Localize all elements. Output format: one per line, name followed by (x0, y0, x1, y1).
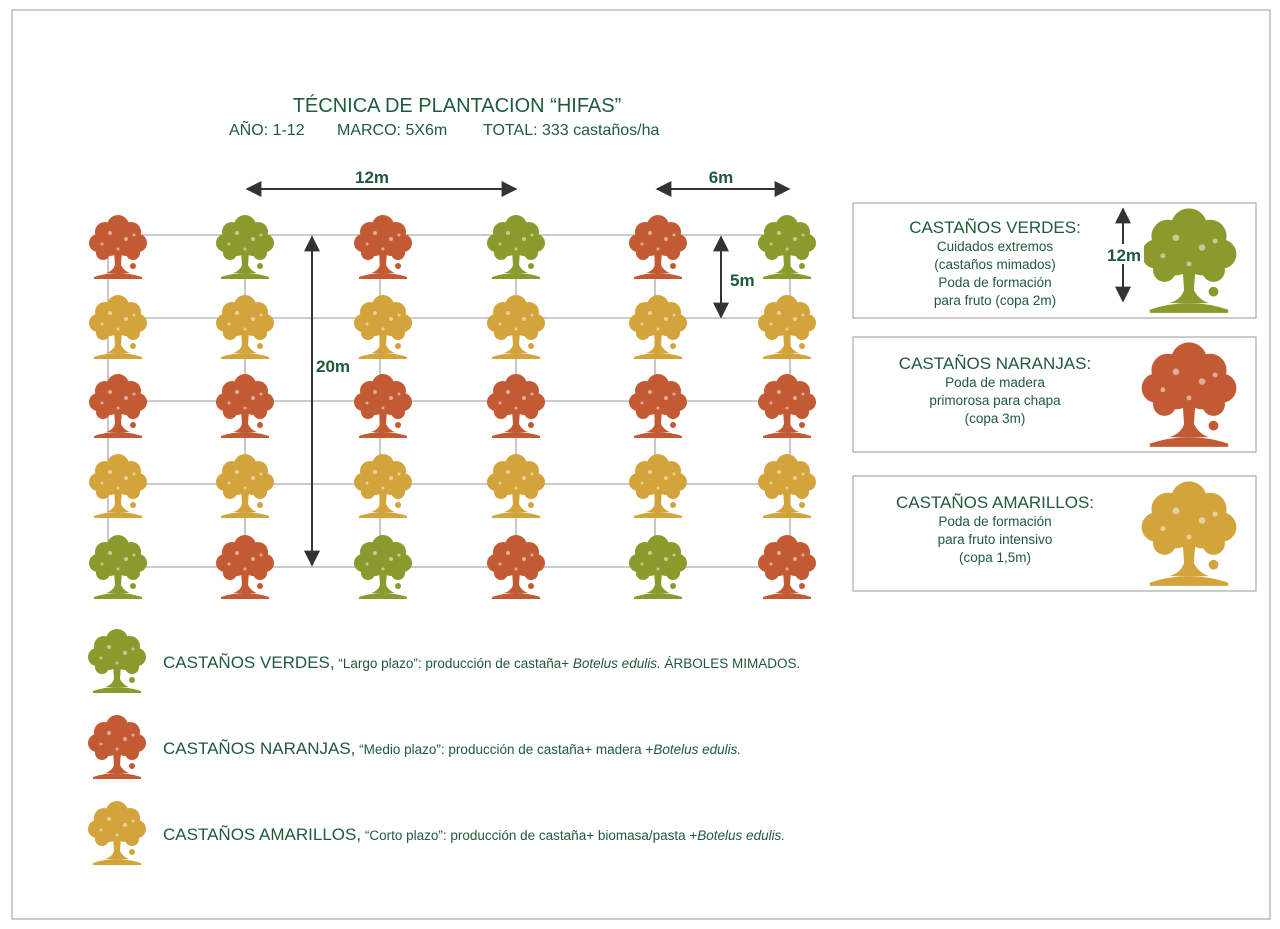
card-title: CASTAÑOS NARANJAS: (899, 354, 1091, 373)
subtitle-total: TOTAL: 333 castaños/ha (483, 122, 660, 139)
tree-icon (89, 374, 147, 438)
tree-icon (88, 801, 146, 865)
tree-icon (758, 535, 816, 599)
tree-icon (629, 535, 687, 599)
tree-icon (216, 215, 274, 279)
planting-grid (107, 234, 791, 568)
tree-icon (487, 454, 545, 518)
cards: CASTAÑOS VERDES: Cuidados extremos (castañ… (852, 202, 1257, 592)
dimension-arrows (245, 181, 791, 567)
tree-icon (354, 215, 412, 279)
tree-icon (487, 295, 545, 359)
label-bg (1104, 244, 1144, 264)
card-line: Poda de formación (938, 275, 1051, 290)
card-line: Cuidados extremos (937, 239, 1054, 254)
legend-title: CASTAÑOS NARANJAS, (163, 739, 355, 758)
dimension-label: 12m (1107, 246, 1141, 265)
card-line: (copa 1,5m) (959, 550, 1031, 565)
tree-icon (758, 215, 816, 279)
legend-title: CASTAÑOS VERDES, (163, 653, 335, 672)
dimension-label: 6m (709, 168, 734, 187)
tree-icon (354, 374, 412, 438)
tree-icon (354, 454, 412, 518)
tree-icon (216, 535, 274, 599)
page-border (11, 9, 1271, 920)
card-line: (copa 3m) (965, 411, 1026, 426)
tree-icon (487, 535, 545, 599)
legend-text: “Medio plazo”: producción de castaña+ ma… (355, 742, 653, 757)
tree-icon (629, 215, 687, 279)
tree-icon (758, 295, 816, 359)
tree-icon (354, 295, 412, 359)
tree-icon (88, 629, 146, 693)
tree-icon (629, 374, 687, 438)
tree-icon (216, 374, 274, 438)
tree-icon (89, 295, 147, 359)
legend: CASTAÑOS VERDES, “Largo plazo”: producci… (88, 629, 800, 865)
label-bg (314, 354, 358, 376)
legend-entry: CASTAÑOS VERDES, “Largo plazo”: producci… (163, 653, 800, 672)
tree-icon (216, 295, 274, 359)
dimension-label: 12m (355, 168, 389, 187)
tree-icon (487, 374, 545, 438)
tree-icon (88, 715, 146, 779)
card-line: (castaños mimados) (934, 257, 1056, 272)
card-line: Poda de formación (938, 514, 1051, 529)
tree-icon (89, 535, 147, 599)
tree-grid (89, 215, 816, 599)
title: TÉCNICA DE PLANTACION “HIFAS” (293, 94, 622, 117)
card-title: CASTAÑOS VERDES: (909, 218, 1081, 237)
subtitle-year: AÑO: 1-12 (229, 119, 305, 139)
card-title: CASTAÑOS AMARILLOS: (896, 493, 1094, 512)
legend-text: “Largo plazo”: producción de castaña+ (335, 656, 573, 671)
legend-italic: Botelus edulis. (653, 742, 741, 757)
legend-entry: CASTAÑOS NARANJAS, “Medio plazo”: produc… (163, 739, 741, 758)
legend-italic: Botelus edulis. (697, 828, 785, 843)
tree-icon (629, 454, 687, 518)
card-line: para fruto intensivo (938, 532, 1053, 547)
tree-icon (89, 454, 147, 518)
legend-entry: CASTAÑOS AMARILLOS, “Corto plazo”: produ… (163, 825, 785, 844)
tree-icon (216, 454, 274, 518)
card-line: para fruto (copa 2m) (934, 293, 1056, 308)
tree-icon (758, 454, 816, 518)
tree-icon (758, 374, 816, 438)
legend-text: “Corto plazo”: producción de castaña+ bi… (361, 828, 697, 843)
tree-icon (89, 215, 147, 279)
card-line: primorosa para chapa (929, 393, 1061, 408)
card-line: Poda de madera (945, 375, 1045, 390)
legend-text: ÁRBOLES MIMADOS. (661, 656, 801, 671)
tree-icon (487, 215, 545, 279)
legend-italic: Botelus edulis. (573, 656, 661, 671)
dimension-label: 20m (316, 357, 350, 376)
tree-icon (629, 295, 687, 359)
legend-title: CASTAÑOS AMARILLOS, (163, 825, 361, 844)
dimension-label: 5m (730, 271, 755, 290)
subtitle-frame: MARCO: 5X6m (337, 122, 447, 139)
tree-icon (354, 535, 412, 599)
